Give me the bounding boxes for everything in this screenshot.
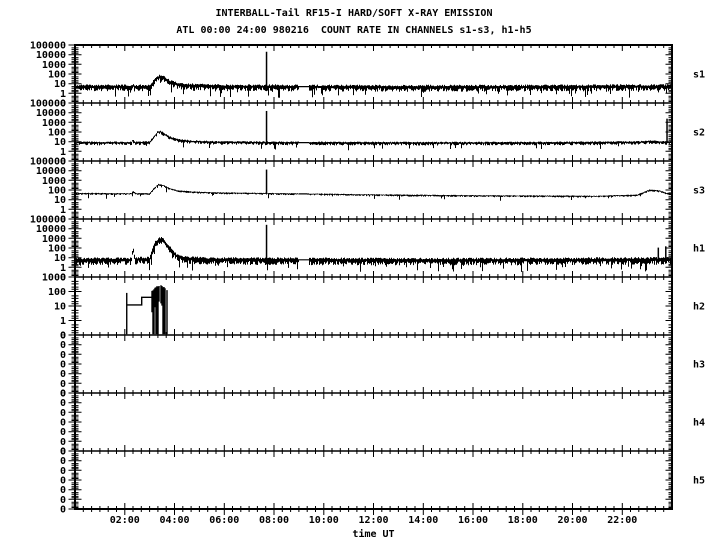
y-tick-label-h3: 0 (60, 369, 66, 380)
x-tick-label: 10:00 (309, 515, 339, 526)
panel-label-s1: s1 (693, 70, 705, 81)
y-tick-label-s2: 1 (60, 147, 66, 158)
y-tick-label-s2: 10000 (36, 108, 66, 119)
panel-label-h3: h3 (693, 360, 705, 371)
y-tick-label-s1: 100000 (30, 41, 66, 52)
y-tick-label-h5: 0 (60, 505, 66, 516)
y-tick-label-h5: 0 (60, 476, 66, 487)
panel-label-h2: h2 (693, 302, 705, 313)
y-tick-label-h3: 0 (60, 379, 66, 390)
y-tick-label-h4: 0 (60, 418, 66, 429)
y-tick-label-h4: 0 (60, 447, 66, 458)
y-tick-label-h2: 1 (60, 316, 66, 327)
trace-h2 (126, 285, 168, 335)
y-tick-label-h2: 10 (54, 302, 66, 313)
axis-labels: 1000001000010001001010s11000001000010001… (30, 41, 705, 541)
y-tick-label-h5: 0 (60, 466, 66, 477)
y-tick-label-s3: 0 (60, 215, 66, 226)
y-tick-label-s2: 0 (60, 157, 66, 168)
y-tick-label-s3: 1 (60, 205, 66, 216)
y-tick-label-s1: 1 (60, 89, 66, 100)
y-tick-label-s3: 10 (54, 195, 66, 206)
y-tick-label-h5: 0 (60, 447, 66, 458)
x-tick-label: 12:00 (358, 515, 388, 526)
x-tick-label: 14:00 (408, 515, 438, 526)
trace-h1 (75, 224, 672, 272)
y-tick-label-s2: 10 (54, 137, 66, 148)
chart-subtitle: ATL 00:00 24:00 980216 COUNT RATE IN CHA… (176, 25, 532, 36)
trace-s2 (75, 110, 672, 151)
x-tick-label: 16:00 (458, 515, 488, 526)
x-tick-label: 18:00 (508, 515, 538, 526)
y-tick-label-h1: 10 (54, 253, 66, 264)
y-tick-label-s3: 10000 (36, 166, 66, 177)
y-tick-label-s1: 10000 (36, 50, 66, 61)
y-tick-label-s3: 100000 (30, 157, 66, 168)
y-tick-label-s1: 1000 (42, 60, 66, 71)
y-tick-label-h4: 0 (60, 427, 66, 438)
y-tick-label-s3: 100 (48, 186, 66, 197)
y-tick-label-h3: 0 (60, 331, 66, 342)
x-tick-label: 22:00 (607, 515, 637, 526)
panel-label-s3: s3 (693, 186, 705, 197)
y-tick-label-s3: 1000 (42, 176, 66, 187)
y-tick-label-h3: 0 (60, 350, 66, 361)
panel-label-s2: s2 (693, 128, 705, 139)
y-tick-label-h4: 0 (60, 389, 66, 400)
y-tick-label-h1: 1000 (42, 234, 66, 245)
x-tick-label: 04:00 (159, 515, 189, 526)
panel-label-h1: h1 (693, 244, 705, 255)
panel-label-h4: h4 (693, 418, 705, 429)
y-tick-label-h1: 100000 (30, 215, 66, 226)
y-tick-label-h5: 0 (60, 485, 66, 496)
x-tick-label: 02:00 (110, 515, 140, 526)
y-tick-label-h1: 10000 (36, 224, 66, 235)
x-ticks (82, 45, 665, 515)
y-tick-label-h1: 0 (60, 273, 66, 284)
y-tick-label-h3: 0 (60, 389, 66, 400)
y-tick-label-s1: 100 (48, 70, 66, 81)
panel-label-h5: h5 (693, 476, 705, 487)
chart-title: INTERBALL-Tail RF15-I HARD/SOFT X-RAY EM… (215, 8, 493, 19)
x-tick-label: 08:00 (259, 515, 289, 526)
y-tick-label-s1: 10 (54, 79, 66, 90)
y-ticks (68, 44, 672, 510)
y-tick-label-h4: 0 (60, 408, 66, 419)
x-tick-label: 06:00 (209, 515, 239, 526)
y-tick-label-h3: 0 (60, 360, 66, 371)
y-tick-label-s2: 1000 (42, 118, 66, 129)
x-tick-label: 20:00 (557, 515, 587, 526)
y-tick-label-s2: 100 (48, 128, 66, 139)
y-tick-label-h5: 0 (60, 456, 66, 467)
y-tick-label-s2: 100000 (30, 99, 66, 110)
y-tick-label-h4: 0 (60, 437, 66, 448)
y-tick-label-h3: 0 (60, 340, 66, 351)
y-tick-label-h4: 0 (60, 398, 66, 409)
y-tick-label-h2: 0 (60, 331, 66, 342)
x-axis-title: time UT (352, 528, 394, 540)
trace-s3 (75, 169, 672, 201)
y-tick-label-h2: 100 (48, 287, 66, 298)
y-tick-label-h2: 1000 (42, 273, 66, 284)
y-tick-label-h1: 100 (48, 244, 66, 255)
y-tick-label-h1: 1 (60, 263, 66, 274)
trace-s1 (75, 51, 672, 98)
y-tick-label-h5: 0 (60, 495, 66, 506)
y-tick-label-s1: 0 (60, 99, 66, 110)
